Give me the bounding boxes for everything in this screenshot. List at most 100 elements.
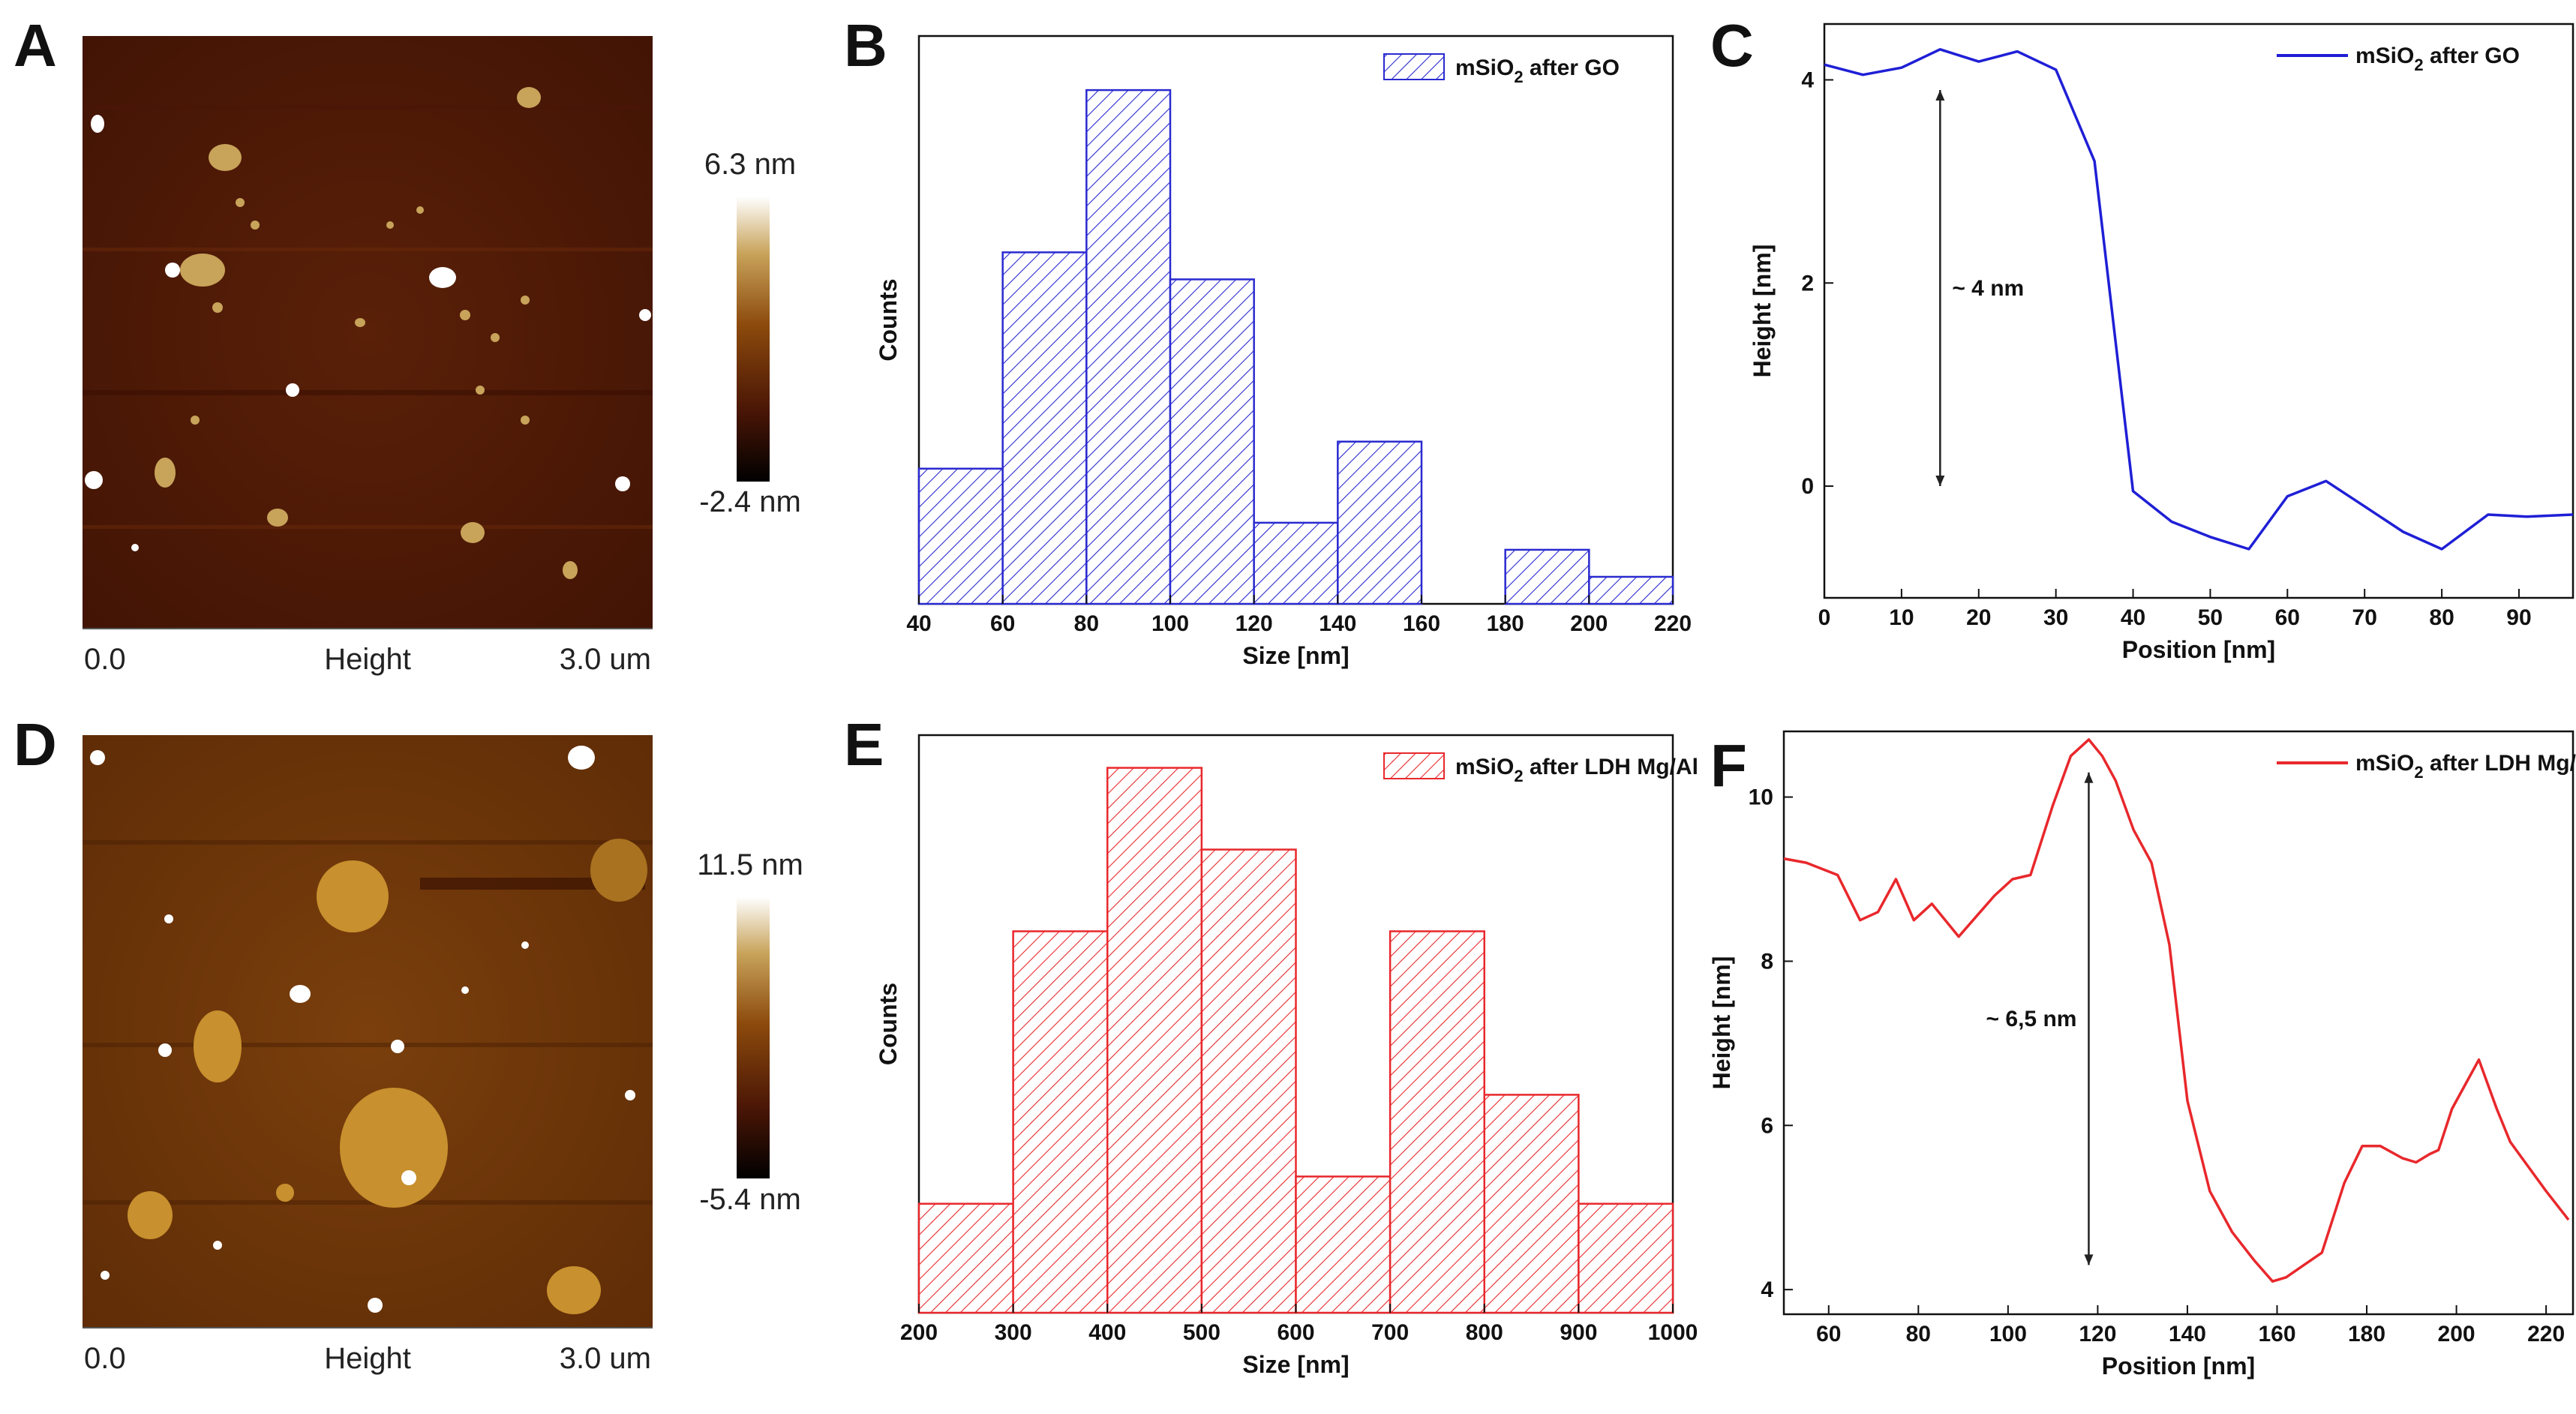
- x-tick-label: 30: [2043, 605, 2068, 630]
- chart-c: ~ 4 nm 0 10 20 30 40 50 60 70 80 90 0 2 4 Position [nm…: [1749, 23, 2574, 663]
- panel-letter-f: F: [1710, 732, 1747, 799]
- panel-letter-c: C: [1710, 12, 1754, 79]
- afm-scale-max-d: 11.5 nm: [697, 848, 803, 881]
- series-line: [1824, 48, 2574, 551]
- afm-scale-min-d: -5.4 nm: [699, 1183, 801, 1216]
- x-tick-label: 160: [2258, 1322, 2295, 1346]
- histogram-bar: [917, 467, 1004, 605]
- x-tick-label: 60: [990, 611, 1015, 636]
- x-tick-label: 50: [2198, 605, 2223, 630]
- x-tick-label: 500: [1183, 1320, 1220, 1345]
- x-tick-label: 20: [1966, 605, 1991, 630]
- afm-image-a: [83, 36, 653, 629]
- arrow-head-bottom: [1935, 476, 1945, 487]
- panel-letter-e: E: [844, 711, 884, 778]
- x-tick-label: 220: [2527, 1322, 2565, 1346]
- x-tick-label: 80: [1906, 1322, 1931, 1346]
- afm-channel-d: Height: [324, 1342, 411, 1375]
- afm-image-d: [83, 735, 653, 1328]
- x-tick-label: 180: [2348, 1322, 2385, 1346]
- histogram-bar: [1389, 930, 1485, 1314]
- legend-label: mSiO2 after LDH Mg/Al: [2355, 751, 2576, 782]
- x-tick-label: 140: [1319, 611, 1356, 636]
- x-tick-label: 40: [2121, 605, 2145, 630]
- x-tick-label: 160: [1403, 611, 1440, 636]
- x-tick-label: 200: [1570, 611, 1608, 636]
- y-tick-label: 6: [1761, 1113, 1773, 1138]
- legend-label: mSiO2 after GO: [1455, 56, 1620, 86]
- y-axis-label: Counts: [875, 278, 902, 361]
- x-tick-label: 800: [1466, 1320, 1503, 1345]
- x-tick-label: 200: [2438, 1322, 2475, 1346]
- afm-x-start-d: 0.0: [84, 1342, 126, 1375]
- afm-channel-a: Height: [324, 643, 411, 676]
- panel-a: A: [14, 12, 801, 676]
- annotation-label: ~ 4 nm: [1952, 276, 2024, 301]
- x-tick-label: 900: [1560, 1320, 1597, 1345]
- x-tick-label: 100: [1989, 1322, 2027, 1346]
- x-tick-label: 180: [1487, 611, 1524, 636]
- legend-label: mSiO2 after LDH Mg/Al: [1455, 755, 1698, 785]
- x-tick-label: 140: [2169, 1322, 2206, 1346]
- x-tick-label: 80: [1074, 611, 1099, 636]
- panel-letter-a: A: [14, 12, 57, 79]
- x-tick-label: 120: [2079, 1322, 2116, 1346]
- x-tick-label: 60: [2275, 605, 2300, 630]
- y-tick-label: 2: [1801, 271, 1814, 296]
- x-tick-label: 0: [1818, 605, 1831, 630]
- histogram-bar: [917, 1202, 1014, 1314]
- legend-swatch: [1383, 752, 1445, 779]
- x-tick-label: 600: [1277, 1320, 1314, 1345]
- panel-d: D 0.0: [14, 711, 803, 1375]
- x-axis-label: Position [nm]: [2122, 636, 2275, 663]
- histogram-bar: [1169, 278, 1255, 605]
- chart-b: 40 60 80 100 120 140 160 180 200 220 Size [nm] Coun…: [875, 35, 1692, 669]
- x-tick-label: 1000: [1648, 1320, 1698, 1345]
- histogram-bar: [1483, 1094, 1580, 1314]
- histogram-bar: [1001, 251, 1088, 605]
- histogram-bar: [1085, 89, 1172, 605]
- x-tick-label: 700: [1371, 1320, 1409, 1345]
- afm-x-end-a: 3.0 um: [560, 643, 651, 676]
- panel-letter-b: B: [844, 12, 887, 79]
- histogram-bar: [1200, 848, 1297, 1314]
- x-tick-label: 80: [2429, 605, 2454, 630]
- x-axis-label: Size [nm]: [1242, 1351, 1349, 1378]
- y-tick-label: 4: [1801, 68, 1814, 92]
- plot-frame: [1823, 23, 2574, 599]
- x-tick-label: 200: [900, 1320, 938, 1345]
- x-tick-label: 400: [1088, 1320, 1126, 1345]
- afm-scale-min-a: -2.4 nm: [699, 485, 801, 518]
- arrow-head-bottom: [2084, 1254, 2094, 1265]
- afm-colorbar-d: [737, 897, 770, 1178]
- histogram-bar: [1253, 521, 1339, 605]
- y-tick-label: 8: [1761, 949, 1773, 974]
- histogram-bar: [1588, 575, 1674, 605]
- y-tick-label: 10: [1749, 785, 1773, 810]
- afm-texture-a: [83, 87, 653, 579]
- x-tick-label: 120: [1235, 611, 1273, 636]
- x-axis-label: Position [nm]: [2102, 1352, 2255, 1379]
- arrow-head-top: [1935, 90, 1945, 101]
- afm-x-end-d: 3.0 um: [560, 1342, 651, 1375]
- annotation-label: ~ 6,5 nm: [1986, 1007, 2077, 1031]
- afm-texture-d: [83, 746, 653, 1314]
- x-tick-label: 40: [906, 611, 931, 636]
- histogram-bar: [1295, 1175, 1392, 1314]
- x-tick-label: 10: [1889, 605, 1914, 630]
- histogram-bar: [1106, 767, 1203, 1314]
- x-tick-label: 100: [1151, 611, 1189, 636]
- y-axis-label: Height [nm]: [1708, 956, 1735, 1090]
- x-tick-label: 70: [2352, 605, 2377, 630]
- x-tick-label: 60: [1816, 1322, 1841, 1346]
- x-tick-label: 90: [2506, 605, 2531, 630]
- histogram-bar: [1504, 548, 1590, 605]
- x-tick-label: 220: [1654, 611, 1692, 636]
- histogram-bar: [1578, 1202, 1674, 1314]
- y-tick-label: 0: [1801, 474, 1814, 499]
- chart-f: ~ 6,5 nm 60 80 100 120 140 160 180 200 220 4 6 8 10 Po…: [1708, 730, 2576, 1379]
- histogram-bar: [1012, 930, 1109, 1314]
- x-axis-label: Size [nm]: [1242, 642, 1349, 669]
- y-axis-label: Counts: [875, 983, 902, 1065]
